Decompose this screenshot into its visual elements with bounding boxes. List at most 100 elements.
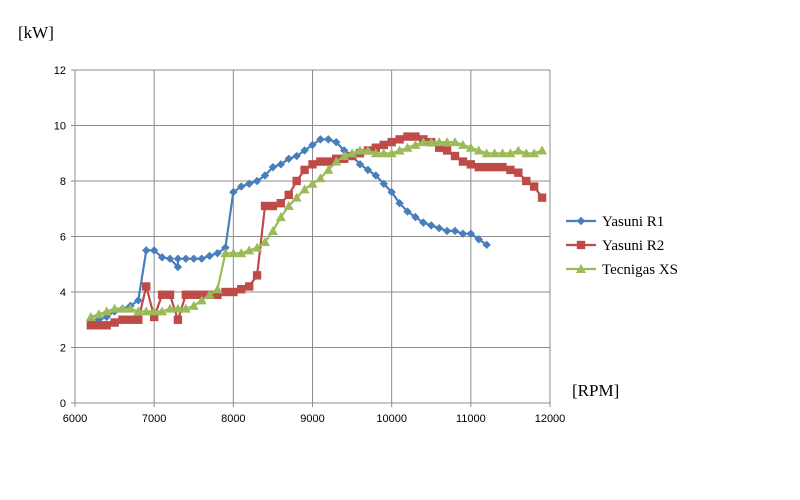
data-point — [514, 168, 523, 177]
data-point — [411, 212, 420, 222]
data-point — [109, 303, 120, 313]
data-point — [457, 139, 468, 149]
data-point — [521, 148, 532, 158]
x-axis-unit-label: [RPM] — [572, 381, 619, 400]
x-axis-ticks: 6000 7000 8000 9000 10000 11000 12000 — [63, 403, 566, 425]
data-point — [213, 248, 222, 258]
data-point — [205, 251, 214, 261]
y-tick-label: 10 — [54, 121, 66, 133]
data-point — [229, 187, 238, 197]
data-point — [442, 146, 452, 155]
legend-item: Yasuni R1 — [566, 214, 664, 230]
data-point — [252, 242, 263, 252]
data-point — [134, 315, 143, 324]
data-point — [474, 162, 483, 172]
data-point — [529, 182, 539, 191]
data-point — [260, 201, 270, 211]
data-point — [292, 151, 301, 161]
y-tick-label: 12 — [54, 65, 66, 77]
data-point — [157, 253, 167, 262]
data-point — [482, 240, 491, 250]
y-tick-label: 8 — [60, 176, 66, 188]
data-point — [387, 137, 396, 147]
data-point — [181, 254, 191, 263]
data-point — [291, 192, 302, 202]
data-point — [180, 303, 191, 313]
data-point — [324, 135, 333, 144]
data-point — [473, 145, 484, 155]
data-point — [133, 306, 144, 316]
data-point — [221, 243, 230, 252]
data-point — [505, 148, 516, 158]
data-point — [142, 246, 151, 255]
x-tick-label: 10000 — [376, 413, 407, 425]
data-point — [427, 221, 436, 230]
data-point — [379, 179, 388, 188]
data-point — [149, 306, 160, 316]
data-point — [308, 140, 317, 150]
data-point — [324, 157, 333, 166]
data-point — [498, 162, 507, 172]
data-point — [197, 290, 206, 299]
data-point — [275, 212, 286, 222]
data-point — [141, 306, 152, 316]
data-point — [323, 164, 334, 174]
data-point — [212, 284, 223, 294]
data-point — [189, 254, 198, 263]
data-point — [276, 199, 286, 208]
data-point — [378, 148, 389, 158]
data-point — [537, 145, 548, 155]
x-tick-label: 12000 — [535, 413, 566, 425]
legend-item: Tecnigas XS — [566, 262, 678, 278]
x-tick-label: 9000 — [300, 413, 324, 425]
data-point — [244, 245, 255, 255]
data-point — [403, 132, 412, 141]
data-point — [490, 162, 499, 172]
data-point — [197, 254, 206, 263]
data-point — [196, 295, 207, 305]
data-point — [244, 282, 254, 291]
data-point — [172, 303, 183, 313]
data-point — [410, 139, 421, 149]
data-point — [252, 176, 262, 186]
data-point — [165, 303, 175, 313]
data-point — [85, 311, 96, 321]
data-point — [260, 237, 270, 247]
data-point — [458, 229, 468, 238]
legend-item: Yasuni R2 — [566, 238, 664, 254]
data-point — [371, 143, 381, 152]
data-point — [426, 137, 437, 147]
data-point — [466, 160, 476, 169]
data-point — [284, 190, 293, 200]
data-point — [450, 226, 460, 236]
data-point — [173, 254, 183, 263]
legend-label: Yasuni R2 — [602, 238, 664, 254]
data-point — [434, 143, 444, 152]
data-point — [489, 148, 500, 158]
x-tick-label: 7000 — [142, 413, 166, 425]
data-point — [221, 287, 230, 297]
data-point — [458, 157, 468, 166]
data-point — [102, 321, 111, 330]
data-point — [363, 165, 373, 175]
legend-label: Tecnigas XS — [602, 262, 678, 278]
data-point — [482, 162, 491, 172]
data-point — [466, 229, 476, 238]
legend-marker — [576, 264, 586, 273]
data-point — [237, 182, 246, 191]
data-point — [173, 315, 183, 324]
data-point — [292, 176, 301, 186]
data-point — [149, 312, 159, 322]
data-point — [434, 137, 445, 147]
data-point — [402, 142, 413, 152]
data-point — [394, 145, 405, 155]
data-point — [307, 178, 318, 188]
data-point — [165, 290, 175, 299]
data-point — [157, 290, 167, 299]
data-point — [403, 207, 412, 216]
data-point — [331, 156, 342, 166]
data-point — [244, 179, 254, 188]
data-point — [267, 225, 278, 235]
data-point — [134, 296, 143, 305]
